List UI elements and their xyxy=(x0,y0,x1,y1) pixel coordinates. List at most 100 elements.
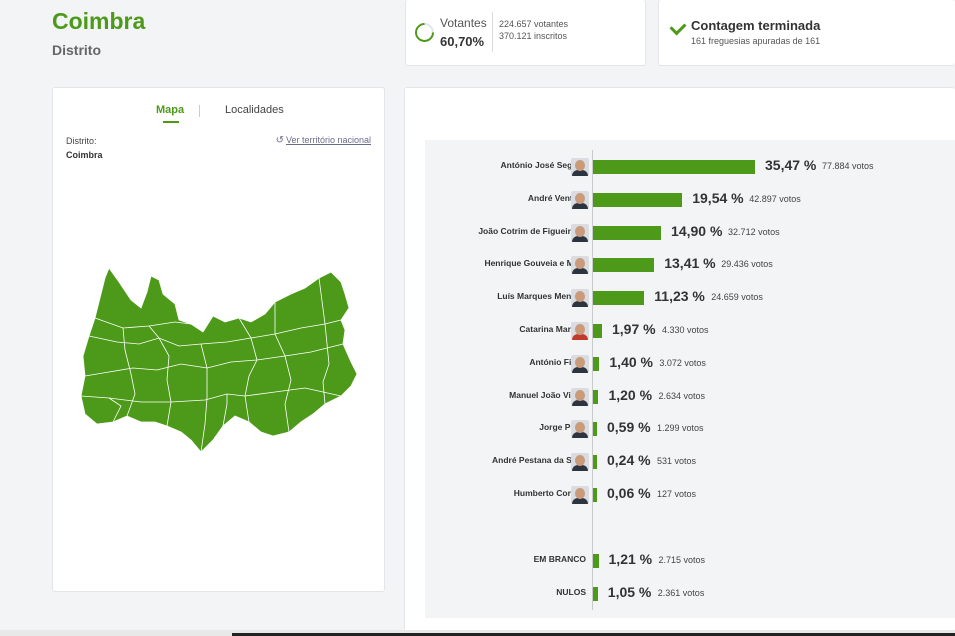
tab-separator xyxy=(199,105,200,117)
row-name: NULOS xyxy=(556,587,586,597)
undo-icon: ↺ xyxy=(275,135,284,146)
result-votes: 32.712 votos xyxy=(728,227,780,237)
result-bar xyxy=(593,422,597,436)
result-bar xyxy=(593,390,599,404)
candidate-row: António José Seguro 35,47 % 77.884 votos xyxy=(425,152,955,182)
candidate-avatar xyxy=(571,191,589,209)
result-votes: 1.299 votos xyxy=(657,423,704,433)
candidate-avatar xyxy=(571,453,589,471)
result-bar xyxy=(593,324,602,338)
result-bar xyxy=(593,291,645,305)
candidate-row: Henrique Gouveia e Melo 13,41 % 29.436 vot… xyxy=(425,250,955,280)
count-card: Contagem terminada 161 freguesias apurad… xyxy=(658,0,955,66)
row-name: João Cotrim de Figueiredo xyxy=(478,226,586,236)
other-row: NULOS 1,05 % 2.361 votos xyxy=(425,579,955,609)
result-bar xyxy=(593,455,597,469)
row-name: António Filipe xyxy=(529,357,586,367)
candidate-avatar xyxy=(571,388,589,406)
national-territory-link[interactable]: ↺ Ver território nacional xyxy=(276,135,371,146)
row-name: André Pestana da Silva xyxy=(491,455,586,465)
result-percent: 0,06 % xyxy=(607,485,651,501)
candidate-row: Jorge Pinto 0,59 % 1.299 votos xyxy=(425,414,955,444)
turnout-registered: 370.121 inscritos xyxy=(499,31,568,41)
result-percent: 11,23 % xyxy=(654,288,705,304)
candidate-row: Humberto Correia 0,06 % 127 votos xyxy=(425,480,955,510)
district-label: Distrito: xyxy=(66,136,97,146)
turnout-percent: 60,70% xyxy=(440,34,485,49)
row-name: André Ventura xyxy=(527,193,586,203)
candidate-avatar xyxy=(571,322,589,340)
candidate-row: André Ventura 19,54 % 42.897 votos xyxy=(425,185,955,215)
district-value: Coimbra xyxy=(66,150,103,160)
result-votes: 2.634 votos xyxy=(658,391,706,401)
candidate-avatar xyxy=(571,224,589,242)
result-percent: 1,40 % xyxy=(609,354,653,370)
row-name: Manuel João Vieira xyxy=(509,390,586,400)
candidate-avatar xyxy=(571,158,589,176)
result-percent: 0,59 % xyxy=(607,419,651,435)
candidate-row: André Pestana da Silva 0,24 % 531 votos xyxy=(425,447,955,477)
result-votes: 127 votos xyxy=(657,489,697,499)
result-bar xyxy=(593,226,662,240)
result-percent: 0,24 % xyxy=(607,452,651,468)
candidate-row: João Cotrim de Figueiredo 14,90 % 32.712 v… xyxy=(425,218,955,248)
candidate-avatar xyxy=(571,355,589,373)
result-votes: 42.897 votos xyxy=(749,194,801,204)
national-link-label: Ver território nacional xyxy=(285,135,371,145)
result-percent: 1,20 % xyxy=(608,387,653,403)
result-bar xyxy=(593,488,597,502)
tab-map-underline xyxy=(163,121,179,123)
other-row: EM BRANCO 1,21 % 2.715 votos xyxy=(425,546,955,576)
count-subtitle: 161 freguesias apuradas de 161 xyxy=(691,36,821,46)
district-map[interactable] xyxy=(79,264,364,454)
bottom-scroll-track xyxy=(232,633,955,636)
chart-axis-line xyxy=(592,150,593,610)
map-card: Mapa Localidades Distrito: Coimbra ↺ Ver … xyxy=(52,87,385,592)
candidate-avatar xyxy=(571,486,589,504)
turnout-card: Votantes 60,70% 224.657 votantes 370.121… xyxy=(405,0,646,66)
tab-localidades[interactable]: Localidades xyxy=(225,104,284,116)
results-chart-panel xyxy=(425,140,955,618)
row-name: Luís Marques Mendes xyxy=(497,291,586,301)
result-percent: 1,21 % xyxy=(608,551,653,567)
result-bar xyxy=(593,357,600,371)
district-title: Coimbra xyxy=(52,8,146,34)
candidate-avatar xyxy=(571,289,589,307)
result-percent: 35,47 % xyxy=(765,157,817,173)
turnout-voters: 224.657 votantes xyxy=(499,19,569,29)
result-percent: 13,41 % xyxy=(664,255,716,271)
result-votes: 2.361 votos xyxy=(657,588,705,598)
result-bar xyxy=(593,587,598,601)
candidate-avatar xyxy=(571,420,589,438)
result-votes: 77.884 votos xyxy=(822,161,874,171)
turnout-divider xyxy=(492,12,493,52)
row-name: Jorge Pinto xyxy=(539,422,586,432)
result-bar xyxy=(593,258,655,272)
row-name: Humberto Correia xyxy=(513,488,586,498)
result-votes: 531 votos xyxy=(657,456,697,466)
result-percent: 14,90 % xyxy=(671,223,723,239)
result-percent: 19,54 % xyxy=(692,190,744,206)
candidate-row: Manuel João Vieira 1,20 % 2.634 votos xyxy=(425,382,955,412)
result-votes: 29.436 votos xyxy=(721,259,773,269)
row-name: Catarina Martins xyxy=(519,324,586,334)
district-map-region[interactable] xyxy=(80,267,358,453)
candidate-row: Catarina Martins 1,97 % 4.330 votos xyxy=(425,316,955,346)
row-name: António José Seguro xyxy=(500,160,586,170)
candidate-row: Luís Marques Mendes 11,23 % 24.659 votos xyxy=(425,283,955,313)
district-subtitle: Distrito xyxy=(52,42,101,58)
result-percent: 1,97 % xyxy=(611,321,656,337)
count-title: Contagem terminada xyxy=(691,18,821,33)
tab-map[interactable]: Mapa xyxy=(156,104,185,116)
candidate-avatar xyxy=(571,256,589,274)
row-name: Henrique Gouveia e Melo xyxy=(484,258,586,268)
result-bar xyxy=(593,193,683,207)
result-votes: 4.330 votos xyxy=(661,325,709,335)
result-votes: 2.715 votos xyxy=(658,555,706,565)
result-bar xyxy=(593,554,599,568)
result-percent: 1,05 % xyxy=(607,584,652,600)
row-name: EM BRANCO xyxy=(533,554,586,564)
result-votes: 24.659 votos xyxy=(711,292,763,302)
result-bar xyxy=(593,160,755,174)
candidate-row: António Filipe 1,40 % 3.072 votos xyxy=(425,349,955,379)
